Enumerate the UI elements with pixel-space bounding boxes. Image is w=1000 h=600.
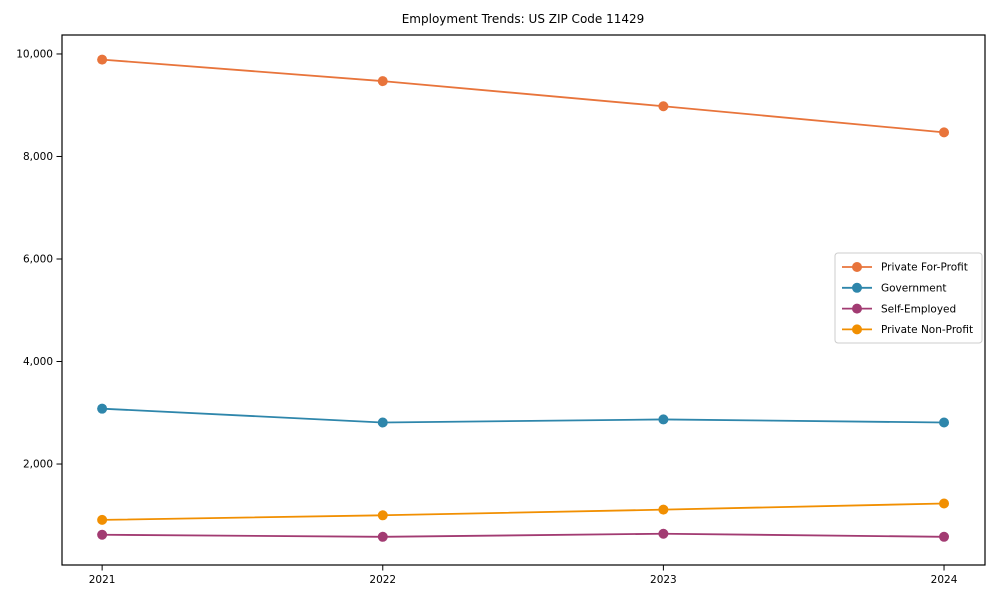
data-point-private-non-profit-2022 [377, 510, 388, 521]
legend-label-self-employed: Self-Employed [881, 303, 956, 315]
data-point-self-employed-2024 [939, 531, 950, 542]
x-tick-label-2022: 2022 [369, 574, 396, 586]
data-point-self-employed-2023 [658, 528, 669, 539]
legend-label-private-non-profit: Private Non-Profit [881, 324, 973, 336]
data-point-private-for-profit-2021 [97, 54, 108, 65]
data-point-private-non-profit-2024 [939, 498, 950, 509]
x-tick-label-2023: 2023 [650, 574, 677, 586]
data-point-private-non-profit-2021 [97, 514, 108, 525]
data-point-self-employed-2022 [377, 531, 388, 542]
legend-marker-private-for-profit [852, 262, 862, 272]
data-point-private-for-profit-2024 [939, 127, 950, 138]
data-point-private-for-profit-2023 [658, 101, 669, 112]
legend-label-government: Government [881, 282, 946, 294]
series-layer [97, 54, 950, 542]
legend-entry-private-for-profit: Private For-Profit [842, 262, 968, 274]
chart-title: Employment Trends: US ZIP Code 11429 [402, 12, 645, 26]
plot-border [61, 34, 986, 566]
y-tick-label-2000: 2,000 [23, 459, 53, 471]
legend-label-private-for-profit: Private For-Profit [881, 262, 968, 274]
data-point-government-2024 [939, 417, 950, 428]
legend-entry-government: Government [842, 282, 946, 294]
data-point-private-for-profit-2022 [377, 76, 388, 87]
data-point-private-non-profit-2023 [658, 504, 669, 515]
series-line-self-employed [101, 532, 945, 538]
y-tick-label-4000: 4,000 [23, 356, 53, 368]
legend-marker-self-employed [852, 303, 862, 314]
data-point-self-employed-2021 [97, 529, 108, 540]
series-line-government [101, 407, 945, 424]
data-point-government-2022 [377, 417, 388, 428]
x-tick-label-2024: 2024 [931, 574, 958, 586]
legend-marker-government [852, 282, 862, 293]
series-line-private-for-profit [101, 58, 945, 134]
legend-marker-private-non-profit [852, 324, 862, 335]
series-line-private-non-profit [101, 502, 945, 521]
data-point-government-2023 [658, 414, 669, 425]
y-tick-label-10000: 10,000 [16, 49, 53, 61]
y-tick-label-8000: 8,000 [23, 151, 53, 163]
y-tick-label-6000: 6,000 [23, 254, 53, 266]
data-point-government-2021 [97, 403, 108, 414]
legend-box [834, 252, 983, 344]
legend-entry-private-non-profit: Private Non-Profit [842, 324, 973, 336]
axis-ticks-layer: 2,000 4,000 6,000 8,000 10,000 2021 2022 2023 20… [16, 49, 957, 586]
legend-entry-self-employed: Self-Employed [842, 303, 956, 315]
x-tick-label-2021: 2021 [89, 574, 116, 586]
legend: Private For-Profit Government Self-Employe… [834, 252, 983, 344]
